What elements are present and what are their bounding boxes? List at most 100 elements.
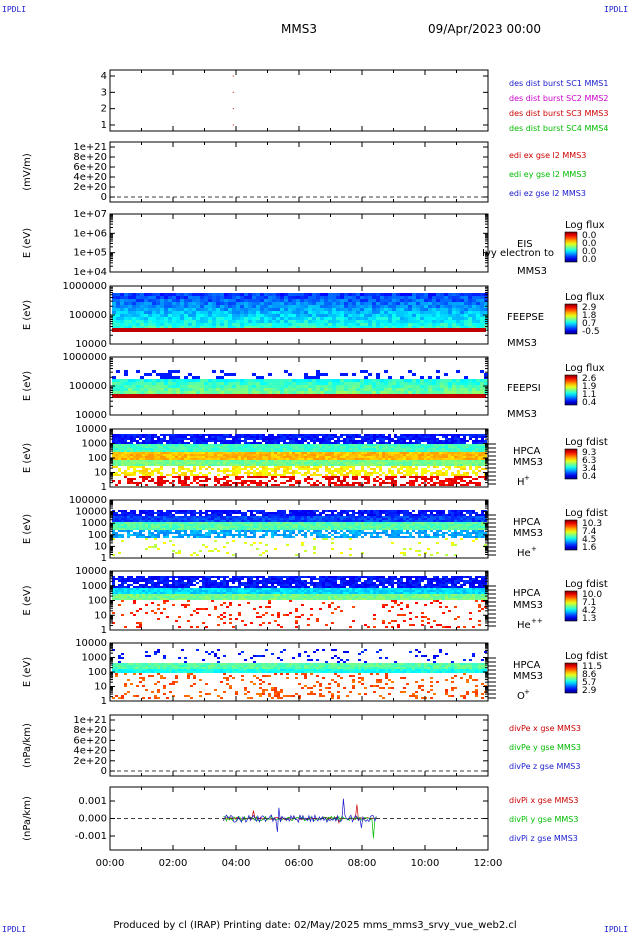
heat-cell [202, 450, 205, 452]
heat-cell [352, 326, 356, 329]
heat-cell [427, 434, 430, 436]
heat-cell [356, 293, 360, 296]
heat-cell [409, 474, 412, 476]
heat-cell [139, 476, 142, 478]
heat-cell [112, 434, 115, 436]
heat-cell [248, 293, 252, 296]
heat-cell [208, 466, 211, 468]
heat-cell [139, 534, 142, 536]
heat-cell [394, 446, 397, 448]
heat-cell [211, 462, 214, 464]
heat-cell [373, 464, 376, 466]
heat-cell [224, 373, 228, 376]
heat-cell [160, 476, 163, 478]
heat-cell [271, 460, 274, 462]
heat-cell [391, 452, 394, 454]
heat-cell [224, 308, 228, 311]
heat-cell [151, 514, 154, 516]
heat-cell [284, 311, 288, 314]
heat-cell [250, 480, 253, 482]
heat-cell [238, 444, 241, 446]
heat-cell [403, 454, 406, 456]
heat-cell [232, 442, 235, 444]
instrument-label: FEEPSE [507, 312, 544, 323]
heat-cell [264, 320, 268, 323]
heat-cell [187, 484, 190, 486]
heat-cell [331, 464, 334, 466]
heat-cell [360, 305, 364, 308]
heat-cell [253, 482, 256, 484]
heat-cell [136, 308, 140, 311]
heat-cell [454, 440, 457, 442]
heat-cell [340, 388, 344, 391]
heat-cell [346, 472, 349, 474]
heat-cell [193, 436, 196, 438]
heat-cell [256, 462, 259, 464]
heat-cell [421, 474, 424, 476]
heat-cell [316, 434, 319, 436]
heat-cell [130, 458, 133, 460]
heat-cell [418, 442, 421, 444]
heat-cell [169, 460, 172, 462]
heat-cell [121, 530, 124, 532]
instrument-label: HPCA [513, 446, 541, 457]
heat-cell [132, 302, 136, 305]
heat-cell [466, 472, 469, 474]
heat-cell [148, 480, 151, 482]
heat-cell [184, 456, 187, 458]
heat-cell [188, 302, 192, 305]
heat-cell [361, 444, 364, 446]
heat-cell [148, 446, 151, 448]
heat-cell [232, 302, 236, 305]
heat-cell [472, 311, 476, 314]
heat-cell [445, 454, 448, 456]
heat-cell [328, 476, 331, 478]
heat-cell [256, 376, 260, 379]
heat-cell [124, 302, 128, 305]
heat-cell [469, 450, 472, 452]
heat-cell [372, 296, 376, 299]
heat-cell [148, 454, 151, 456]
heat-cell [121, 454, 124, 456]
heat-cell [176, 323, 180, 326]
heat-cell [463, 446, 466, 448]
heat-cell [238, 440, 241, 442]
heat-cell [187, 478, 190, 480]
heat-cell [379, 460, 382, 462]
heat-cell [142, 452, 145, 454]
heat-cell [202, 452, 205, 454]
heat-cell [298, 442, 301, 444]
heat-cell [128, 323, 132, 326]
heat-cell [396, 382, 400, 385]
heat-cell [392, 308, 396, 311]
heat-cell [241, 482, 244, 484]
heat-cell [367, 472, 370, 474]
heat-cell [181, 472, 184, 474]
heat-cell [116, 302, 120, 305]
heat-cell [400, 484, 403, 486]
heat-cell [408, 391, 412, 394]
heat-cell [355, 446, 358, 448]
heat-cell [307, 456, 310, 458]
heat-cell [367, 474, 370, 476]
heat-cell [304, 448, 307, 450]
heat-cell [160, 326, 164, 329]
heat-cell [358, 458, 361, 460]
heat-cell [403, 484, 406, 486]
heat-cell [136, 462, 139, 464]
heat-cell [220, 305, 224, 308]
heat-cell [118, 510, 121, 512]
heat-cell [154, 470, 157, 472]
heat-cell [244, 450, 247, 452]
heat-cell [430, 450, 433, 452]
heat-cell [376, 299, 380, 302]
heat-cell [205, 446, 208, 448]
heat-cell [445, 474, 448, 476]
heat-cell [154, 452, 157, 454]
heat-cell [340, 456, 343, 458]
heat-cell [328, 470, 331, 472]
heat-cell [468, 391, 472, 394]
heat-cell [118, 524, 121, 526]
heat-cell [127, 460, 130, 462]
heat-cell [344, 314, 348, 317]
